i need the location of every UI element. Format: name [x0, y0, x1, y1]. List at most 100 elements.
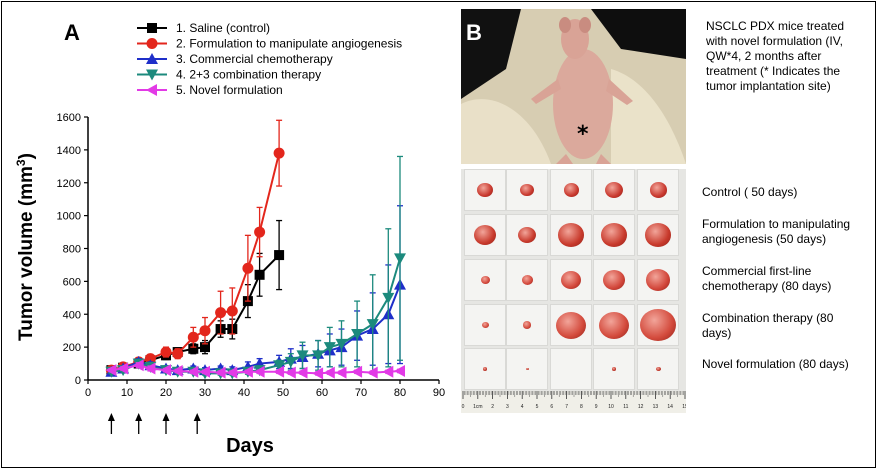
series-1: [106, 219, 285, 376]
ruler-label: 15: [682, 404, 686, 410]
data-point: [187, 365, 199, 378]
data-point: [241, 365, 253, 378]
y-tick-label: 1200: [57, 178, 81, 190]
x-tick-label: 90: [433, 387, 445, 399]
series-2: [105, 119, 285, 376]
description-line: with novel formulation (IV,: [706, 34, 843, 48]
y-tick-label: 1600: [57, 112, 81, 124]
y-tick-label: 400: [63, 309, 81, 321]
tumor-sample: [645, 223, 671, 247]
data-point: [160, 346, 172, 358]
description-line: treatment (* Indicates the: [706, 64, 841, 78]
x-tick-label: 50: [277, 387, 289, 399]
data-point: [312, 350, 325, 362]
y-tick-label: 1000: [57, 211, 81, 223]
tumor-sample: [558, 223, 584, 247]
x-tick-label: 10: [121, 387, 133, 399]
y-tick-label: 600: [63, 276, 81, 288]
y-tick-label: 800: [63, 244, 81, 256]
description-line: NSCLC PDX mice treated: [706, 19, 845, 33]
legend-label: 4. 2+3 combination therapy: [176, 68, 321, 82]
data-point: [394, 364, 405, 377]
data-point: [382, 292, 395, 304]
tumor-sample: [603, 270, 625, 290]
treatment-arrow-head: [193, 413, 201, 421]
tumor-sample: [646, 269, 670, 291]
data-point: [351, 365, 363, 378]
row-label-control: Control ( 50 days): [702, 185, 798, 199]
mouse-illustration: *: [461, 9, 686, 164]
treatment-arrow-head: [135, 413, 143, 421]
data-point: [366, 319, 379, 331]
row-label-chemotherapy: Commercial first-line chemotherapy (80 d…: [702, 264, 832, 293]
tumor-sample: [563, 183, 579, 197]
data-point: [199, 365, 210, 378]
treatment-arrows: [107, 413, 201, 434]
tumor-sample: [520, 183, 534, 197]
data-point: [215, 307, 227, 319]
tumor-sample: [483, 367, 487, 371]
data-point: [254, 226, 266, 238]
legend-label: 5. Novel formulation: [176, 83, 283, 97]
panel-a-letter: A: [64, 20, 80, 45]
panel-b-letter: B: [466, 20, 482, 45]
ruler-label: 12: [638, 404, 644, 410]
data-point: [284, 366, 296, 379]
data-point: [253, 365, 265, 378]
ruler-label: 7: [565, 404, 568, 410]
ruler-label: 11: [623, 404, 628, 410]
tumor-photo: [461, 169, 686, 412]
tumor-sample: [525, 367, 529, 371]
ruler-body: [461, 391, 686, 413]
data-point: [323, 366, 335, 379]
data-point: [188, 343, 199, 354]
x-tick-label: 60: [316, 387, 328, 399]
implantation-site-marker: *: [577, 122, 589, 147]
legend-label: 2. Formulation to manipulate angiogenesi…: [176, 37, 402, 51]
chart-series: [105, 119, 406, 380]
tumor-sample: [518, 226, 536, 244]
data-point: [296, 350, 309, 362]
legend-marker: [146, 53, 158, 64]
treatment-arrow-head: [162, 413, 170, 421]
data-point: [199, 325, 211, 337]
mouse-photo: *: [461, 9, 686, 164]
data-point: [366, 366, 378, 379]
ruler-label: 4: [521, 404, 524, 410]
x-tick-label: 30: [199, 387, 211, 399]
data-point: [117, 362, 129, 375]
treatment-description: NSCLC PDX mice treated with novel formul…: [706, 19, 874, 94]
legend-marker: [147, 23, 157, 33]
tumor-sample: [474, 225, 496, 245]
data-point: [214, 366, 226, 379]
data-point: [284, 356, 297, 368]
tumor-cell: [550, 348, 592, 390]
ruler: 0 1cm 2 3 4 5 6 7 8 9 10 11 12 13 14 15: [461, 391, 686, 413]
ruler-label: 10: [608, 404, 614, 410]
row-label-combination: Combination therapy (80 days): [702, 311, 834, 340]
data-point: [351, 328, 364, 340]
ruler-label: 6: [550, 404, 553, 410]
legend-marker: [146, 69, 158, 81]
series-4: [105, 155, 406, 380]
chart-axes: 0 10 20 30 40 50 60 70 80 90 0 200 400 600 800 1000 1200…: [57, 112, 446, 399]
ruler-label: 5: [536, 404, 539, 410]
data-point: [132, 359, 144, 372]
data-point: [273, 365, 285, 378]
data-point: [335, 366, 347, 379]
data-point: [226, 305, 238, 317]
ruler-label: 9: [595, 404, 598, 410]
data-point: [274, 250, 285, 261]
description-line: tumor implantation site): [706, 79, 831, 93]
tumor-sample: [561, 271, 581, 289]
ruler-label: 1cm: [473, 404, 482, 410]
tumor-sample: [477, 182, 493, 198]
description-line: QW*4, 2 months after: [706, 49, 822, 63]
ruler-label: 2: [491, 404, 494, 410]
y-tick-label: 1400: [57, 145, 81, 157]
ruler-label: 13: [653, 404, 659, 410]
tumor-sample: [480, 275, 490, 285]
x-axis-label: Days: [226, 435, 274, 457]
data-point: [273, 147, 285, 159]
tumor-sample: [605, 181, 623, 199]
